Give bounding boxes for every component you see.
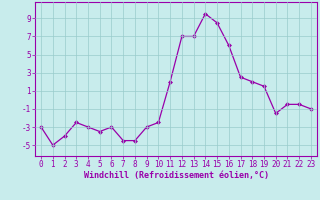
X-axis label: Windchill (Refroidissement éolien,°C): Windchill (Refroidissement éolien,°C) (84, 171, 268, 180)
